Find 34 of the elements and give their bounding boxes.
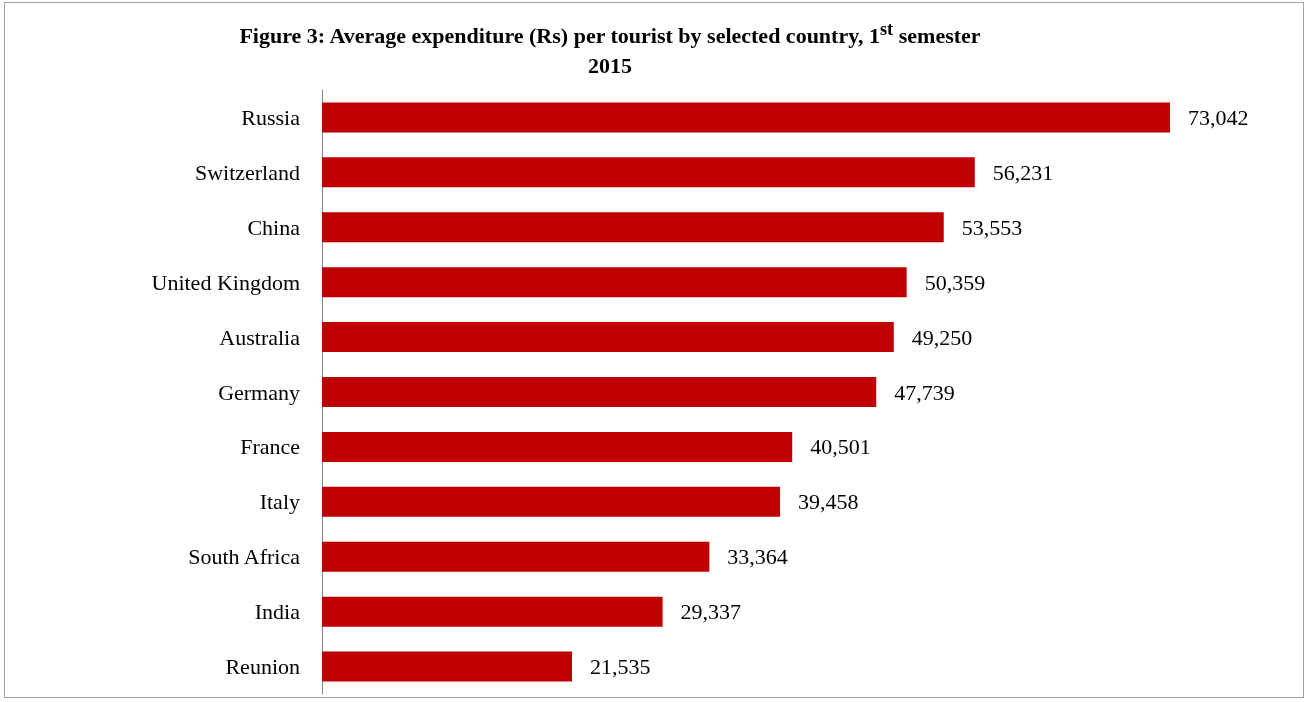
bar bbox=[322, 102, 1170, 133]
chart-title: Figure 3: Average expenditure (Rs) per tourist by selected country, 1$^{st}$ semester 2015 bbox=[239, 19, 981, 79]
y-tick-label: Switzerland bbox=[194, 159, 300, 185]
bar bbox=[322, 596, 663, 627]
bar bbox=[322, 486, 781, 517]
y-tick-label: China bbox=[247, 214, 301, 240]
data-label: 56,231 bbox=[992, 159, 1054, 185]
bar bbox=[322, 651, 573, 682]
data-label: 50,359 bbox=[924, 269, 986, 295]
y-tick-label: Italy bbox=[259, 489, 300, 515]
data-label: 33,364 bbox=[727, 544, 788, 570]
data-label: 49,250 bbox=[911, 324, 973, 350]
data-label: 53,553 bbox=[961, 214, 1023, 240]
bar bbox=[322, 212, 944, 243]
bar bbox=[322, 157, 975, 188]
y-tick-label: Russia bbox=[241, 104, 301, 130]
bar bbox=[322, 267, 907, 298]
data-label: 29,337 bbox=[680, 599, 742, 625]
y-tick-label: United Kingdom bbox=[151, 269, 300, 295]
bar bbox=[322, 431, 793, 462]
y-tick-label: Reunion bbox=[225, 654, 300, 680]
data-label: 40,501 bbox=[810, 434, 871, 460]
y-tick-label: South Africa bbox=[188, 544, 301, 570]
y-tick-label: India bbox=[254, 599, 301, 625]
y-tick-label: Germany bbox=[218, 379, 300, 405]
y-tick-label: France bbox=[240, 434, 300, 460]
data-label: 39,458 bbox=[798, 489, 859, 515]
y-tick-label: Australia bbox=[219, 324, 301, 350]
bar bbox=[322, 541, 710, 572]
data-label: 21,535 bbox=[590, 654, 651, 680]
bar bbox=[322, 377, 877, 407]
data-label: 73,042 bbox=[1188, 104, 1249, 130]
bar bbox=[322, 322, 894, 353]
data-label: 47,739 bbox=[894, 379, 955, 405]
